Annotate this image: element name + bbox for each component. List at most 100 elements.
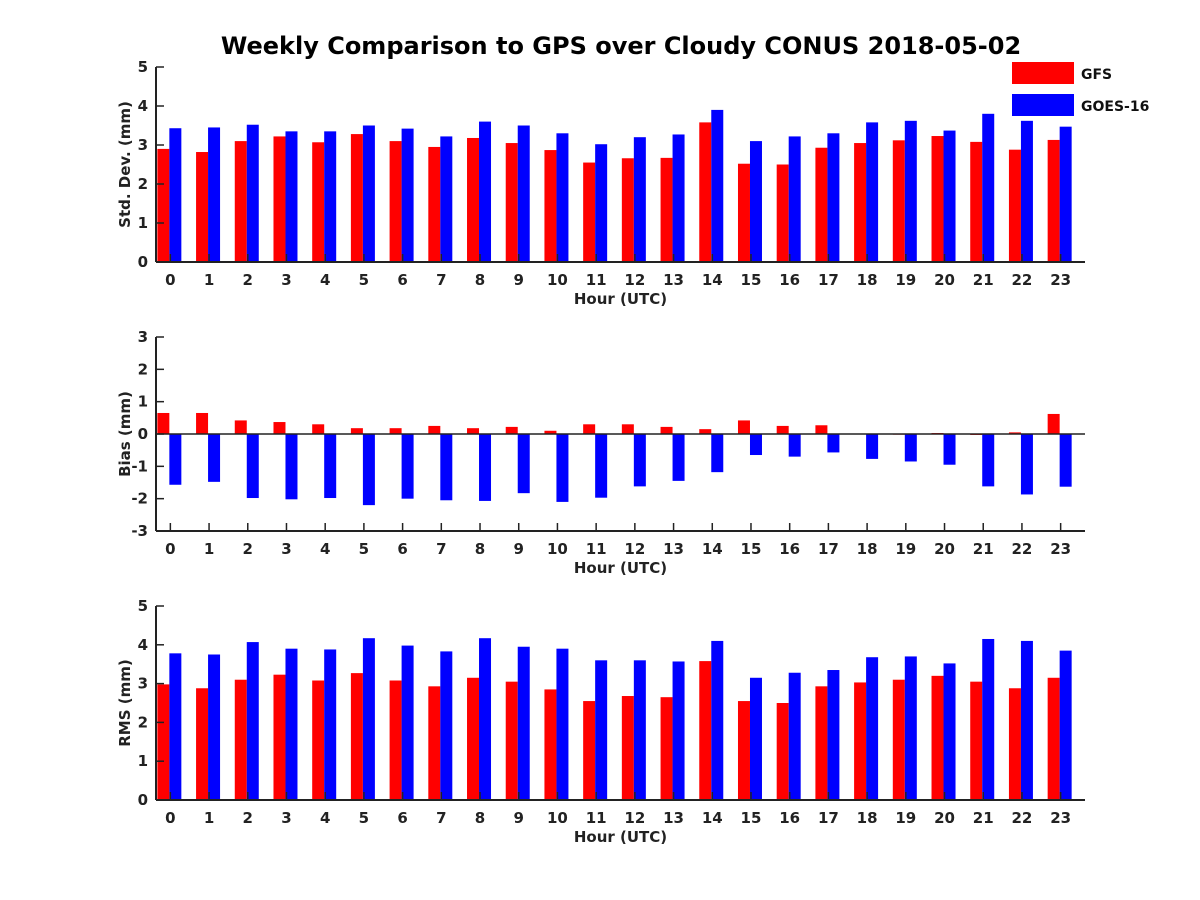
x-tick-label: 21	[973, 540, 994, 558]
bar-goes-16-hour-14	[711, 109, 724, 263]
x-tick-label: 17	[818, 540, 839, 558]
bar-gfs-hour-0	[157, 684, 170, 800]
bar-goes-16-hour-6	[401, 645, 414, 800]
bar-gfs-hour-11	[583, 701, 596, 800]
bar-goes-16-hour-16	[788, 434, 801, 457]
bar-gfs-hour-11	[583, 162, 596, 262]
bar-goes-16-hour-13	[672, 434, 685, 481]
bar-goes-16-hour-17	[827, 434, 840, 453]
bar-gfs-hour-14	[699, 122, 712, 262]
x-tick-label: 14	[702, 540, 723, 558]
bar-goes-16-hour-16	[788, 672, 801, 800]
x-tick-label: 10	[547, 540, 568, 558]
bar-gfs-hour-14	[699, 429, 712, 434]
x-tick-label: 13	[663, 271, 684, 289]
x-tick-label: 0	[165, 271, 175, 289]
x-tick-label: 9	[514, 271, 524, 289]
bar-gfs-hour-23	[1047, 677, 1060, 800]
x-tick-label: 1	[204, 271, 214, 289]
x-tick-label: 3	[281, 271, 291, 289]
bar-goes-16-hour-14	[711, 640, 724, 800]
bar-goes-16-hour-20	[943, 663, 956, 800]
bar-goes-16-hour-9	[517, 646, 530, 800]
bar-gfs-hour-5	[350, 134, 363, 262]
bar-goes-16-hour-18	[866, 657, 879, 800]
bar-gfs-hour-8	[467, 428, 480, 434]
x-tick-label: 11	[586, 540, 607, 558]
bar-goes-16-hour-11	[595, 144, 608, 262]
legend-label-gfs: GFS	[1081, 67, 1112, 83]
x-tick-label: 15	[741, 271, 762, 289]
bar-gfs-hour-2	[234, 420, 247, 434]
bar-goes-16-hour-12	[633, 660, 646, 800]
bar-goes-16-hour-21	[982, 434, 995, 487]
x-tick-label: 13	[663, 540, 684, 558]
bar-gfs-hour-16	[776, 703, 789, 800]
x-tick-label: 8	[475, 540, 485, 558]
bar-gfs-hour-1	[196, 152, 209, 262]
legend-swatch-goes-16	[1012, 94, 1074, 116]
bar-gfs-hour-13	[660, 157, 673, 262]
x-tick-label: 4	[320, 540, 330, 558]
x-tick-label: 3	[281, 540, 291, 558]
y-tick-label: -1	[131, 457, 148, 475]
y-axis-label: Bias (mm)	[116, 391, 134, 477]
bar-goes-16-hour-1	[208, 654, 221, 800]
bar-gfs-hour-4	[312, 424, 325, 434]
bar-gfs-hour-7	[428, 425, 441, 434]
bar-goes-16-hour-23	[1059, 126, 1072, 262]
x-tick-label: 15	[741, 540, 762, 558]
y-tick-label: 1	[138, 393, 148, 411]
bar-goes-16-hour-9	[517, 125, 530, 262]
x-tick-label: 9	[514, 540, 524, 558]
x-tick-label: 4	[320, 271, 330, 289]
bar-goes-16-hour-1	[208, 434, 221, 482]
bar-goes-16-hour-23	[1059, 650, 1072, 800]
bar-gfs-hour-6	[389, 680, 402, 800]
bar-gfs-hour-23	[1047, 413, 1060, 434]
bar-goes-16-hour-4	[324, 131, 337, 262]
bar-gfs-hour-4	[312, 142, 325, 262]
y-tick-label: 4	[138, 97, 148, 115]
bar-gfs-hour-20	[931, 675, 944, 800]
x-tick-label: 8	[475, 271, 485, 289]
bar-gfs-hour-19	[892, 140, 905, 262]
x-axis-label: Hour (UTC)	[574, 828, 667, 846]
y-tick-label: -2	[131, 490, 148, 508]
x-tick-label: 23	[1050, 271, 1071, 289]
y-tick-label: 5	[138, 58, 148, 76]
bar-goes-16-hour-13	[672, 134, 685, 262]
x-tick-label: 4	[320, 809, 330, 827]
bar-goes-16-hour-8	[479, 434, 492, 501]
y-tick-label: 2	[138, 360, 148, 378]
bar-goes-16-hour-22	[1020, 640, 1033, 800]
bar-goes-16-hour-23	[1059, 434, 1072, 487]
x-tick-label: 22	[1012, 540, 1033, 558]
bar-gfs-hour-0	[157, 148, 170, 262]
x-tick-label: 17	[818, 271, 839, 289]
x-tick-label: 9	[514, 809, 524, 827]
bar-goes-16-hour-3	[285, 131, 298, 262]
bar-goes-16-hour-10	[556, 648, 569, 800]
x-tick-label: 18	[857, 809, 878, 827]
bar-gfs-hour-17	[815, 425, 828, 434]
bar-gfs-hour-17	[815, 147, 828, 262]
y-tick-label: 3	[138, 675, 148, 693]
x-tick-label: 14	[702, 271, 723, 289]
bar-gfs-hour-16	[776, 425, 789, 434]
bar-goes-16-hour-6	[401, 128, 414, 262]
x-tick-label: 17	[818, 809, 839, 827]
x-tick-label: 6	[397, 271, 407, 289]
bar-gfs-hour-5	[350, 673, 363, 800]
x-tick-label: 20	[934, 809, 955, 827]
bar-gfs-hour-13	[660, 426, 673, 434]
bar-goes-16-hour-13	[672, 661, 685, 800]
x-tick-label: 7	[436, 271, 446, 289]
x-tick-label: 23	[1050, 809, 1071, 827]
bar-gfs-hour-3	[273, 422, 286, 434]
bar-gfs-hour-7	[428, 686, 441, 800]
y-axis-label: RMS (mm)	[116, 659, 134, 746]
